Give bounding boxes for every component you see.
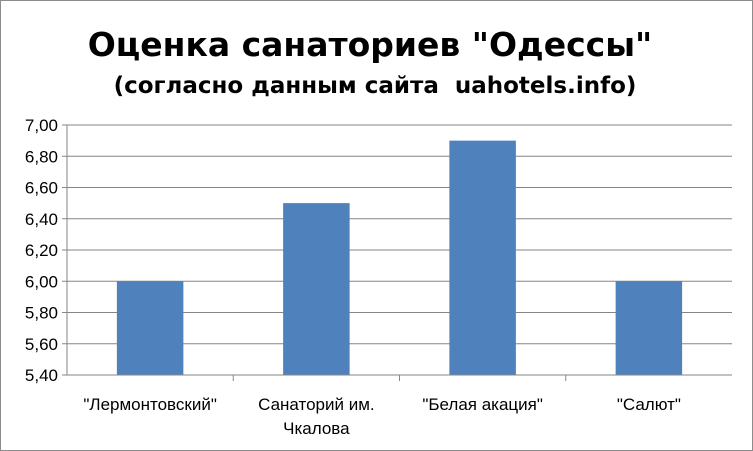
x-category-label: Чкалова	[283, 419, 350, 438]
chart-title: Оценка санаториев "Одессы"	[88, 25, 652, 64]
chart-subtitle: (согласно данным сайта uahotels.info)	[114, 73, 637, 99]
bar	[615, 281, 683, 375]
y-tick-label: 5,60	[25, 335, 58, 354]
x-category-label: "Лермонтовский"	[83, 395, 217, 414]
y-axis-ticks: 5,40 5,60 5,80 6,00 6,20 6,40 6,60 6,80 7,00	[25, 116, 67, 385]
x-category-label: "Белая акация"	[422, 395, 543, 414]
y-tick-label: 6,00	[25, 272, 58, 291]
bar	[449, 140, 516, 375]
y-tick-label: 7,00	[25, 116, 58, 135]
x-axis-categories: "Лермонтовский" Санаторий им. Чкалова "Бела…	[83, 375, 681, 438]
y-tick-label: 5,40	[25, 366, 58, 385]
x-category-label: "Салют"	[617, 395, 681, 414]
y-tick-label: 6,60	[25, 179, 58, 198]
bars	[116, 140, 683, 375]
y-tick-label: 6,20	[25, 241, 58, 260]
x-category-label: Санаторий им.	[258, 395, 375, 414]
bar	[116, 281, 184, 375]
y-tick-label: 6,40	[25, 210, 58, 229]
y-tick-label: 5,80	[25, 304, 58, 323]
bar	[283, 203, 350, 375]
y-tick-label: 6,80	[25, 147, 58, 166]
